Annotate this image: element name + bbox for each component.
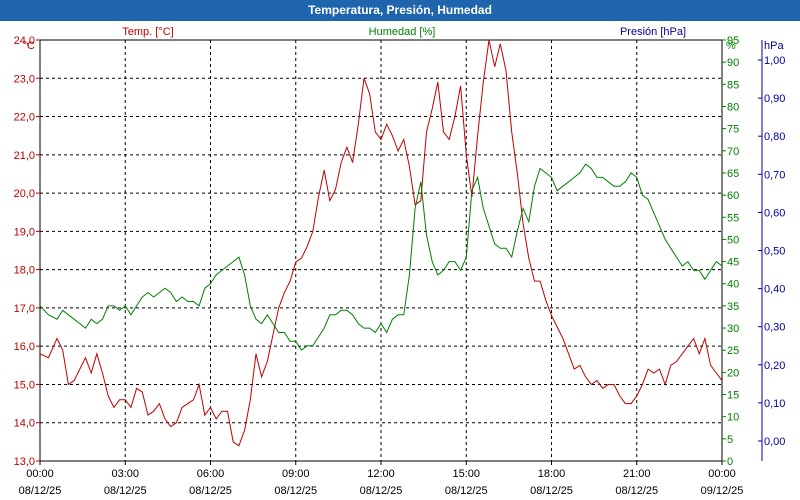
humidity-tick-label: 5	[727, 434, 733, 446]
x-tick-label-time: 12:00	[367, 468, 395, 480]
temp-series-line	[39, 39, 723, 447]
x-tick-label-time: 03:00	[111, 468, 139, 480]
pressure-tick-label: 0,60	[764, 207, 785, 219]
humidity-tick-label: 80	[727, 101, 739, 113]
x-tick-label-time: 18:00	[538, 468, 566, 480]
humidity-tick-label: 20	[727, 367, 739, 379]
series-title-pressure: Presión [hPa]	[620, 26, 686, 38]
temp-tick-label: 17,0	[14, 303, 35, 315]
x-tick-label-time: 00:00	[26, 468, 54, 480]
pressure-tick-label: 0,70	[764, 169, 785, 181]
x-tick-label-time: 09:00	[282, 468, 310, 480]
temp-tick-label: 23,0	[14, 73, 35, 85]
x-tick-label-time: 21:00	[623, 468, 651, 480]
humidity-tick-label: 15	[727, 390, 739, 402]
pressure-tick-label: 0,10	[764, 398, 785, 410]
humidity-tick-label: 10	[727, 412, 739, 424]
humidity-tick-label: 0	[727, 456, 733, 468]
humidity-tick-label: 60	[727, 190, 739, 202]
window-title: Temperatura, Presión, Humedad	[0, 0, 800, 21]
humidity-tick-label: 75	[727, 124, 739, 136]
chart: 00:00 08/12/25 03:00 08/12/25 06:00 08/12/25 0…	[14, 26, 786, 497]
x-tick-label-date: 08/12/25	[104, 485, 147, 497]
series-title-humidity: Humedad [%]	[369, 26, 436, 38]
humidity-tick-label: 65	[727, 168, 739, 180]
pressure-axis-unit: hPa	[764, 40, 784, 52]
x-tick-label-time: 15:00	[452, 468, 480, 480]
humidity-tick-label: 45	[727, 257, 739, 269]
temp-tick-label: 22,0	[14, 112, 35, 124]
humidity-tick-label: 50	[727, 234, 739, 246]
humidity-axis-unit: %	[726, 40, 736, 52]
x-tick-label-date: 08/12/25	[274, 485, 317, 497]
x-tick-label-time: 00:00	[708, 468, 736, 480]
x-tick-label-date: 08/12/25	[19, 485, 62, 497]
temp-tick-label: 14,0	[14, 418, 35, 430]
humidity-tick-label: 40	[727, 279, 739, 291]
x-tick-label-date: 08/12/25	[615, 485, 658, 497]
temp-tick-label: 21,0	[14, 150, 35, 162]
pressure-tick-label: 0,40	[764, 284, 785, 296]
temp-tick-label: 13,0	[14, 456, 35, 468]
pressure-tick-label: 0,20	[764, 360, 785, 372]
humidity-tick-label: 55	[727, 212, 739, 224]
humidity-tick-label: 25	[727, 345, 739, 357]
pressure-tick-label: 0,50	[764, 246, 785, 258]
temp-tick-label: 19,0	[14, 226, 35, 238]
temp-tick-label: 15,0	[14, 379, 35, 391]
pressure-tick-label: 0,30	[764, 322, 785, 334]
humidity-tick-label: 90	[727, 57, 739, 69]
x-tick-label-time: 06:00	[197, 468, 225, 480]
series-title-temp: Temp. [°C]	[122, 26, 173, 38]
temp-tick-label: 20,0	[14, 188, 35, 200]
pressure-tick-label: 0,90	[764, 93, 785, 105]
humidity-series-line	[39, 163, 723, 351]
pressure-tick-label: 0,00	[764, 436, 785, 448]
temp-axis-unit: °C	[23, 40, 35, 52]
temp-tick-label: 18,0	[14, 265, 35, 277]
humidity-tick-label: 95	[727, 35, 739, 47]
x-tick-label-date: 08/12/25	[189, 485, 232, 497]
humidity-tick-label: 85	[727, 79, 739, 91]
pressure-tick-label: 1,00	[764, 55, 785, 67]
pressure-tick-label: 0,80	[764, 131, 785, 143]
temp-tick-label: 16,0	[14, 341, 35, 353]
temp-tick-label: 24,0	[14, 35, 35, 47]
x-tick-label-date: 08/12/25	[530, 485, 573, 497]
x-tick-label-date: 09/12/25	[701, 485, 744, 497]
x-tick-label-date: 08/12/25	[445, 485, 488, 497]
humidity-tick-label: 35	[727, 301, 739, 313]
humidity-tick-label: 30	[727, 323, 739, 335]
humidity-tick-label: 70	[727, 146, 739, 158]
x-tick-label-date: 08/12/25	[360, 485, 403, 497]
